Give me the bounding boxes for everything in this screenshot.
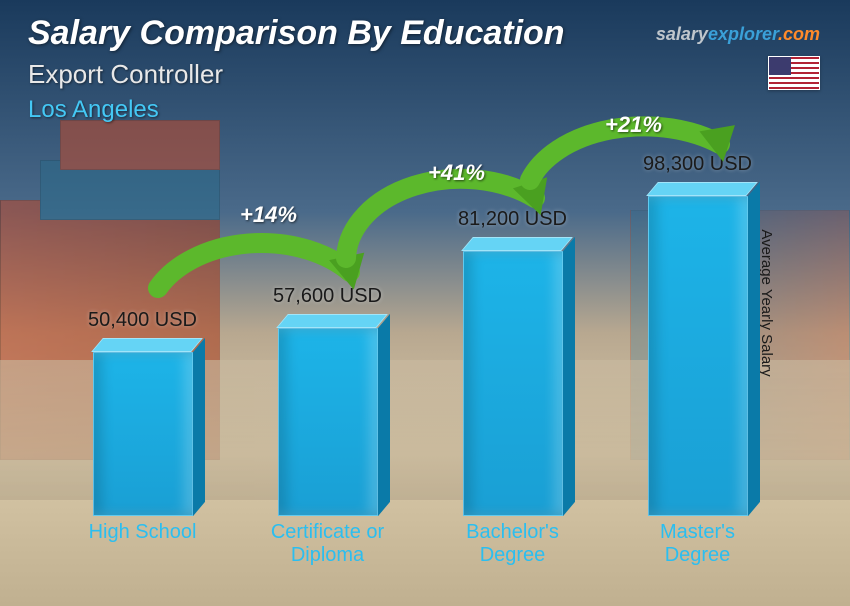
bar-front	[648, 196, 748, 516]
bar-group: 57,600 USD	[238, 328, 418, 516]
bar-top	[276, 314, 388, 328]
bar-top	[461, 237, 573, 251]
pct-increase-label: +21%	[605, 112, 662, 138]
category-label: High School	[53, 521, 233, 576]
value-label: 81,200 USD	[423, 208, 603, 231]
bars-container: 50,400 USD57,600 USD81,200 USD98,300 USD	[50, 156, 790, 516]
bar-side	[378, 314, 390, 516]
location: Los Angeles	[28, 96, 822, 124]
bar	[278, 328, 378, 516]
brand-part2: explorer	[708, 24, 778, 44]
bar	[463, 251, 563, 516]
bar-front	[463, 251, 563, 516]
value-label: 57,600 USD	[238, 285, 418, 308]
bar-top	[91, 338, 203, 352]
flag-icon	[768, 56, 820, 90]
value-label: 98,300 USD	[608, 153, 788, 176]
bar	[648, 196, 748, 516]
bar-top	[646, 182, 758, 196]
brand-part3: .com	[778, 24, 820, 44]
bar-side	[748, 182, 760, 516]
bar-side	[193, 338, 205, 516]
category-label: Certificate orDiploma	[238, 521, 418, 576]
pct-increase-label: +41%	[428, 160, 485, 186]
category-labels: High SchoolCertificate orDiplomaBachelor…	[50, 521, 790, 576]
category-label: Master'sDegree	[608, 521, 788, 576]
salary-chart: 50,400 USD57,600 USD81,200 USD98,300 USD…	[50, 150, 790, 576]
bar-front	[93, 352, 193, 516]
bar-front	[278, 328, 378, 516]
pct-increase-label: +14%	[240, 202, 297, 228]
job-title: Export Controller	[28, 59, 822, 90]
brand-watermark: salaryexplorer.com	[656, 24, 820, 45]
bar-group: 81,200 USD	[423, 251, 603, 516]
bar-side	[563, 237, 575, 516]
bar-group: 98,300 USD	[608, 196, 788, 516]
value-label: 50,400 USD	[53, 309, 233, 332]
brand-part1: salary	[656, 24, 708, 44]
bar-group: 50,400 USD	[53, 352, 233, 516]
bar	[93, 352, 193, 516]
category-label: Bachelor'sDegree	[423, 521, 603, 576]
